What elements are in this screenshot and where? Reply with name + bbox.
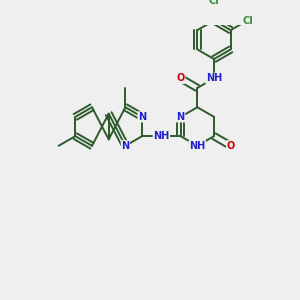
Text: NH: NH bbox=[153, 131, 170, 141]
Text: NH: NH bbox=[206, 73, 222, 83]
Text: Cl: Cl bbox=[242, 16, 253, 26]
Text: N: N bbox=[177, 112, 185, 122]
Text: Cl: Cl bbox=[208, 0, 219, 6]
Text: N: N bbox=[138, 112, 146, 122]
Text: NH: NH bbox=[189, 141, 206, 151]
Text: O: O bbox=[176, 73, 185, 83]
Text: N: N bbox=[121, 141, 130, 151]
Text: O: O bbox=[226, 141, 235, 151]
